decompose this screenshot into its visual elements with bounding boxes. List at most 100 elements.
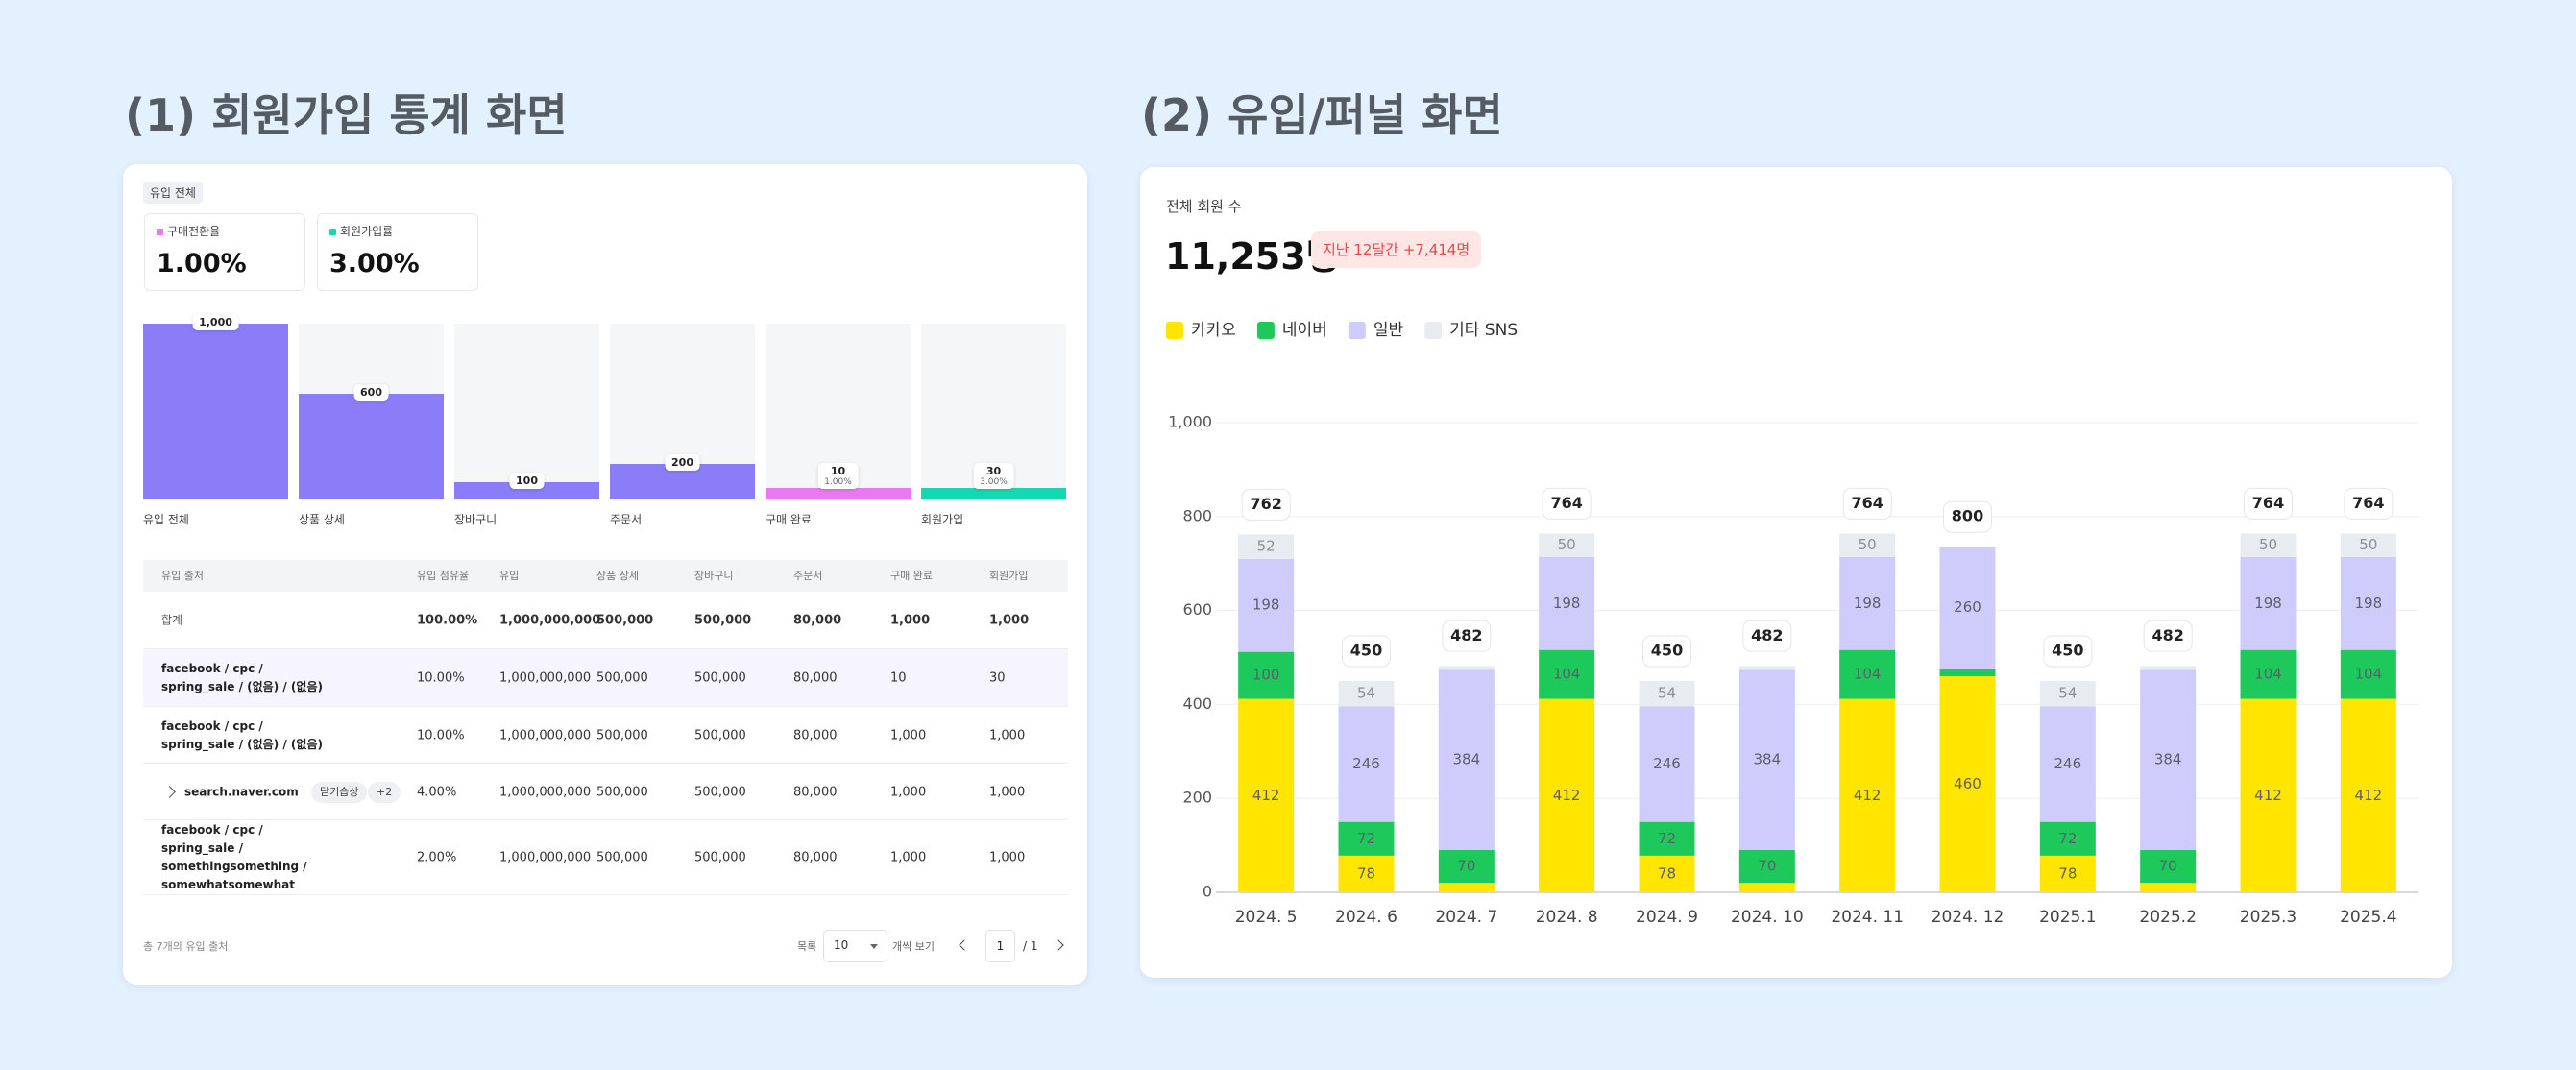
bar-segment xyxy=(1338,706,1395,822)
x-tick-label: 2024. 10 xyxy=(1731,908,1804,927)
kpi-dot xyxy=(329,229,336,235)
total-badge xyxy=(1442,620,1492,652)
table-source: 합계 xyxy=(161,613,183,627)
bar-segment xyxy=(1939,676,1996,892)
total-badge xyxy=(1842,487,1892,520)
bar-segment xyxy=(1338,680,1395,707)
total-label: 762 xyxy=(1250,495,1281,513)
segment-label: 412 xyxy=(1553,787,1581,804)
kpi-box: 회원가입률 3.00% xyxy=(317,213,478,291)
segment-label: 412 xyxy=(1252,787,1280,804)
table-cell: 80,000 xyxy=(793,728,838,742)
table-header: 유입 점유율 xyxy=(417,570,470,582)
segment-label: 412 xyxy=(2355,787,2383,804)
segment-label: 198 xyxy=(1854,595,1882,612)
table-cell: 500,000 xyxy=(694,728,746,742)
table-row xyxy=(143,592,1068,649)
table-cell: 500,000 xyxy=(694,785,746,799)
stat-value: 11,253명 xyxy=(1165,235,1340,278)
stat-label: 전체 회원 수 xyxy=(1166,198,1242,215)
funnel-column: 100 xyxy=(454,324,599,499)
table-cell: 2.00% xyxy=(417,850,457,865)
funnel-value-bubble: 30 3.00% xyxy=(973,463,1014,489)
table-header: 주문서 xyxy=(793,570,823,582)
table-cell: 500,000 xyxy=(596,850,648,865)
list-label: 목록 xyxy=(797,940,817,953)
segment-label: 100 xyxy=(1252,667,1280,684)
segment-label: 70 xyxy=(1758,858,1776,875)
x-tick-label: 2024. 6 xyxy=(1335,908,1397,927)
total-label: 482 xyxy=(2151,626,2183,644)
legend-swatch xyxy=(1256,322,1275,339)
funnel-bar xyxy=(921,488,1066,499)
page-input[interactable]: 1 xyxy=(985,930,1015,962)
table-cell: 1,000 xyxy=(989,785,1026,799)
segment-label: 54 xyxy=(2058,685,2077,702)
total-badge xyxy=(2344,487,2394,520)
bar-segment xyxy=(1939,547,1996,669)
x-tick-label: 2024. 12 xyxy=(1932,908,2005,927)
bar-segment xyxy=(1539,556,1595,650)
table-cell: 80,000 xyxy=(793,850,838,865)
table-cell: 10.00% xyxy=(417,728,465,742)
segment-label: 72 xyxy=(1357,830,1375,847)
bar-segment xyxy=(1438,883,1495,892)
total-label: 450 xyxy=(1651,641,1683,659)
bar-segment xyxy=(2140,883,2197,892)
bar-segment xyxy=(1639,706,1695,822)
segment-label: 104 xyxy=(1854,666,1882,683)
funnel-column: 600 xyxy=(299,324,444,499)
table-cell: 80,000 xyxy=(793,785,838,799)
funnel-bar xyxy=(143,324,288,499)
legend-swatch xyxy=(1424,322,1443,339)
select-caret xyxy=(870,944,878,949)
kpi-box: 구매전환율 1.00% xyxy=(144,213,305,291)
funnel-value: 600 xyxy=(360,386,382,400)
table-cell: 10.00% xyxy=(417,670,465,686)
page-size-select[interactable]: 10 xyxy=(823,930,887,962)
funnel-bar xyxy=(454,481,599,499)
legend-swatch xyxy=(1348,322,1366,339)
total-label: 450 xyxy=(2052,641,2083,659)
segment-label: 50 xyxy=(2359,536,2377,553)
total-badge xyxy=(1742,620,1792,652)
segment-label: 384 xyxy=(2154,751,2182,768)
bar-segment xyxy=(2240,649,2297,699)
segment-label: 246 xyxy=(1352,755,1380,772)
segment-label: 198 xyxy=(1553,595,1581,612)
kpi-dot xyxy=(157,229,163,235)
table-header: 유입 출처 xyxy=(161,570,204,582)
y-tick-label: 1,000 xyxy=(1168,413,1212,431)
total-badge xyxy=(1342,635,1391,668)
legend-label: 카카오 xyxy=(1191,321,1236,340)
bar-segment xyxy=(1238,651,1295,699)
total-label: 450 xyxy=(1350,641,1382,659)
segment-label: 52 xyxy=(1257,538,1276,555)
bar-segment xyxy=(1839,533,1896,557)
segment-label: 246 xyxy=(2054,755,2082,772)
table-row xyxy=(143,820,1068,895)
bar-segment xyxy=(1238,698,1295,892)
table-cell: 500,000 xyxy=(694,850,746,865)
table-header: 구매 완료 xyxy=(890,570,933,582)
segment-label: 104 xyxy=(1553,666,1581,683)
table-cell: 1,000 xyxy=(989,850,1026,865)
funnel-value-bubble: 100 xyxy=(509,472,545,489)
table-header: 장바구니 xyxy=(694,570,734,582)
table-row xyxy=(143,649,1068,707)
segment-label: 70 xyxy=(1457,858,1475,875)
funnel-column: 10 1.00% xyxy=(766,324,911,499)
bar-segment xyxy=(2340,698,2396,892)
table-cell: 1,000,000,000 xyxy=(499,728,592,742)
bar-segment xyxy=(1438,849,1495,884)
funnel-card: 유입 전체 구매전환율 1.00% 회원가입률 3.00% 1,000 유입 전체 600 상품… xyxy=(123,164,1087,985)
y-tick-label: 200 xyxy=(1182,789,1212,807)
bar-segment xyxy=(1238,558,1295,652)
table-cell: 500,000 xyxy=(596,670,648,686)
table-source: facebook / cpc / spring_sale / something… xyxy=(161,823,307,891)
table-header-row xyxy=(143,560,1068,592)
x-tick-label: 2025.1 xyxy=(2039,908,2096,927)
bar-segment xyxy=(1338,821,1395,856)
